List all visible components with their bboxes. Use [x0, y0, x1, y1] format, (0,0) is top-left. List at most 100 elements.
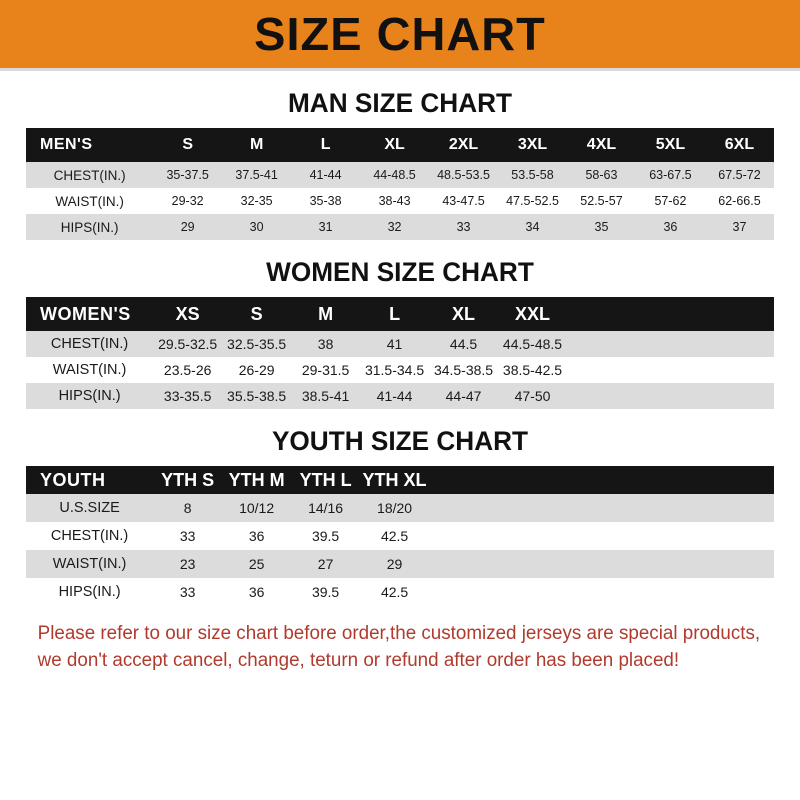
youth-size-header: YTH L	[291, 466, 361, 494]
youth-measure-value: 23	[153, 550, 223, 578]
women-measure-value: 29-31.5	[291, 357, 361, 383]
women-measure-value: 29.5-32.5	[153, 331, 223, 357]
youth-measure-value-empty	[704, 550, 774, 578]
page-title: SIZE CHART	[254, 8, 546, 60]
women-measure-value: 35.5-38.5	[222, 383, 292, 409]
men-size-header: XL	[360, 128, 430, 162]
men-measure-label: HIPS(IN.)	[26, 214, 154, 240]
women-measure-value-empty	[635, 331, 705, 357]
table-row: CHEST(IN.) 35-37.5 37.5-41 41-44 44-48.5 48.5…	[26, 162, 774, 188]
youth-table-head: YOUTH YTH S YTH M YTH L YTH XL	[26, 466, 774, 494]
youth-measure-value-empty	[635, 522, 705, 550]
women-table-body: CHEST(IN.) 29.5-32.5 32.5-35.5 38 41 44.5 44.5…	[26, 331, 774, 409]
men-measure-value: 48.5-53.5	[429, 162, 499, 188]
table-row: CHEST(IN.) 29.5-32.5 32.5-35.5 38 41 44.5 44.5…	[26, 331, 774, 357]
youth-measure-value: 36	[222, 578, 292, 606]
section-title-youth: YOUTH SIZE CHART	[271, 426, 529, 456]
women-measure-value: 38	[291, 331, 361, 357]
women-measure-value: 41-44	[360, 383, 430, 409]
youth-measure-value: 39.5	[291, 522, 361, 550]
women-size-header: M	[291, 297, 361, 331]
youth-measure-value-empty	[704, 494, 774, 522]
women-measure-value-empty	[704, 357, 774, 383]
youth-size-header-empty	[429, 466, 499, 494]
youth-measure-value-empty	[498, 494, 567, 522]
men-measure-value: 29	[153, 214, 223, 240]
youth-measure-value-empty	[704, 522, 774, 550]
men-measure-value: 33	[429, 214, 499, 240]
table-row: WAIST(IN.) 23.5-26 26-29 29-31.5 31.5-34.5 34…	[26, 357, 774, 383]
youth-measure-label: U.S.SIZE	[26, 494, 154, 522]
women-measure-label: WAIST(IN.)	[26, 357, 154, 383]
women-measure-value-empty	[704, 331, 774, 357]
women-measure-value-empty	[635, 357, 705, 383]
youth-row-label-header: YOUTH	[26, 466, 154, 494]
men-measure-value: 34	[498, 214, 567, 240]
youth-measure-value-empty	[429, 522, 499, 550]
youth-measure-value-empty	[429, 578, 499, 606]
men-size-header: 6XL	[704, 128, 774, 162]
youth-measure-value-empty	[704, 578, 774, 606]
section-men: MAN SIZE CHART MEN'S S M L XL 2XL 3XL 4XL 5XL 6XL…	[26, 81, 774, 240]
youth-measure-value: 14/16	[291, 494, 361, 522]
men-measure-value: 53.5-58	[498, 162, 567, 188]
men-measure-value: 31	[291, 214, 361, 240]
youth-measure-value: 39.5	[291, 578, 361, 606]
men-size-header: S	[153, 128, 223, 162]
women-row-label-header: WOMEN'S	[26, 297, 154, 331]
youth-measure-value: 36	[222, 522, 292, 550]
section-title-women: WOMEN SIZE CHART	[266, 257, 534, 287]
men-measure-value: 37	[704, 214, 774, 240]
men-measure-label: CHEST(IN.)	[26, 162, 154, 188]
youth-measure-value: 33	[153, 578, 223, 606]
youth-measure-label: HIPS(IN.)	[26, 578, 154, 606]
women-measure-value: 33-35.5	[153, 383, 223, 409]
youth-size-header-empty	[704, 466, 774, 494]
youth-measure-value-empty	[566, 578, 636, 606]
youth-size-header: YTH M	[222, 466, 292, 494]
youth-table-body: U.S.SIZE 8 10/12 14/16 18/20 CHEST(IN.) 33 36 39…	[26, 494, 774, 606]
youth-measure-value-empty	[635, 550, 705, 578]
chart-content: MAN SIZE CHART MEN'S S M L XL 2XL 3XL 4XL 5XL 6XL…	[0, 71, 800, 800]
women-size-header: XS	[153, 297, 223, 331]
youth-measure-value: 10/12	[222, 494, 292, 522]
women-measure-value: 38.5-42.5	[498, 357, 567, 383]
youth-size-table: YOUTH YTH S YTH M YTH L YTH XL U.S.SIZE 8 10/1…	[26, 466, 774, 606]
men-measure-value: 47.5-52.5	[498, 188, 567, 214]
women-measure-value: 34.5-38.5	[429, 357, 499, 383]
youth-measure-value-empty	[566, 522, 636, 550]
women-size-header: L	[360, 297, 430, 331]
youth-size-header-empty	[635, 466, 705, 494]
table-row: CHEST(IN.) 33 36 39.5 42.5	[26, 522, 774, 550]
youth-measure-value: 42.5	[360, 522, 430, 550]
men-size-header: 3XL	[498, 128, 567, 162]
youth-measure-value-empty	[429, 494, 499, 522]
women-measure-value: 38.5-41	[291, 383, 361, 409]
women-measure-label: HIPS(IN.)	[26, 383, 154, 409]
men-size-header: 4XL	[566, 128, 636, 162]
men-measure-value: 57-62	[635, 188, 705, 214]
men-header-row: MEN'S S M L XL 2XL 3XL 4XL 5XL 6XL	[26, 128, 774, 162]
youth-measure-value-empty	[498, 522, 567, 550]
men-size-table: MEN'S S M L XL 2XL 3XL 4XL 5XL 6XL CHEST(IN.) 35-3…	[26, 128, 774, 240]
women-measure-value: 44.5-48.5	[498, 331, 567, 357]
men-size-header: 2XL	[429, 128, 499, 162]
women-measure-value: 31.5-34.5	[360, 357, 430, 383]
youth-measure-value-empty	[498, 578, 567, 606]
men-measure-value: 30	[222, 214, 292, 240]
youth-size-header: YTH S	[153, 466, 223, 494]
men-measure-value: 29-32	[153, 188, 223, 214]
men-measure-value: 44-48.5	[360, 162, 430, 188]
women-measure-value-empty	[566, 331, 636, 357]
men-measure-value: 32	[360, 214, 430, 240]
women-size-header: XL	[429, 297, 499, 331]
men-measure-value: 37.5-41	[222, 162, 292, 188]
youth-size-header-empty	[566, 466, 636, 494]
disclaimer-line-2: we don't accept cancel, change, teturn o…	[37, 650, 680, 671]
women-header-row: WOMEN'S XS S M L XL XXL	[26, 297, 774, 331]
women-size-header-empty	[704, 297, 774, 331]
men-measure-value: 58-63	[566, 162, 636, 188]
section-youth: YOUTH SIZE CHART YOUTH YTH S YTH M YTH L YTH…	[26, 419, 774, 606]
youth-measure-value: 27	[291, 550, 361, 578]
